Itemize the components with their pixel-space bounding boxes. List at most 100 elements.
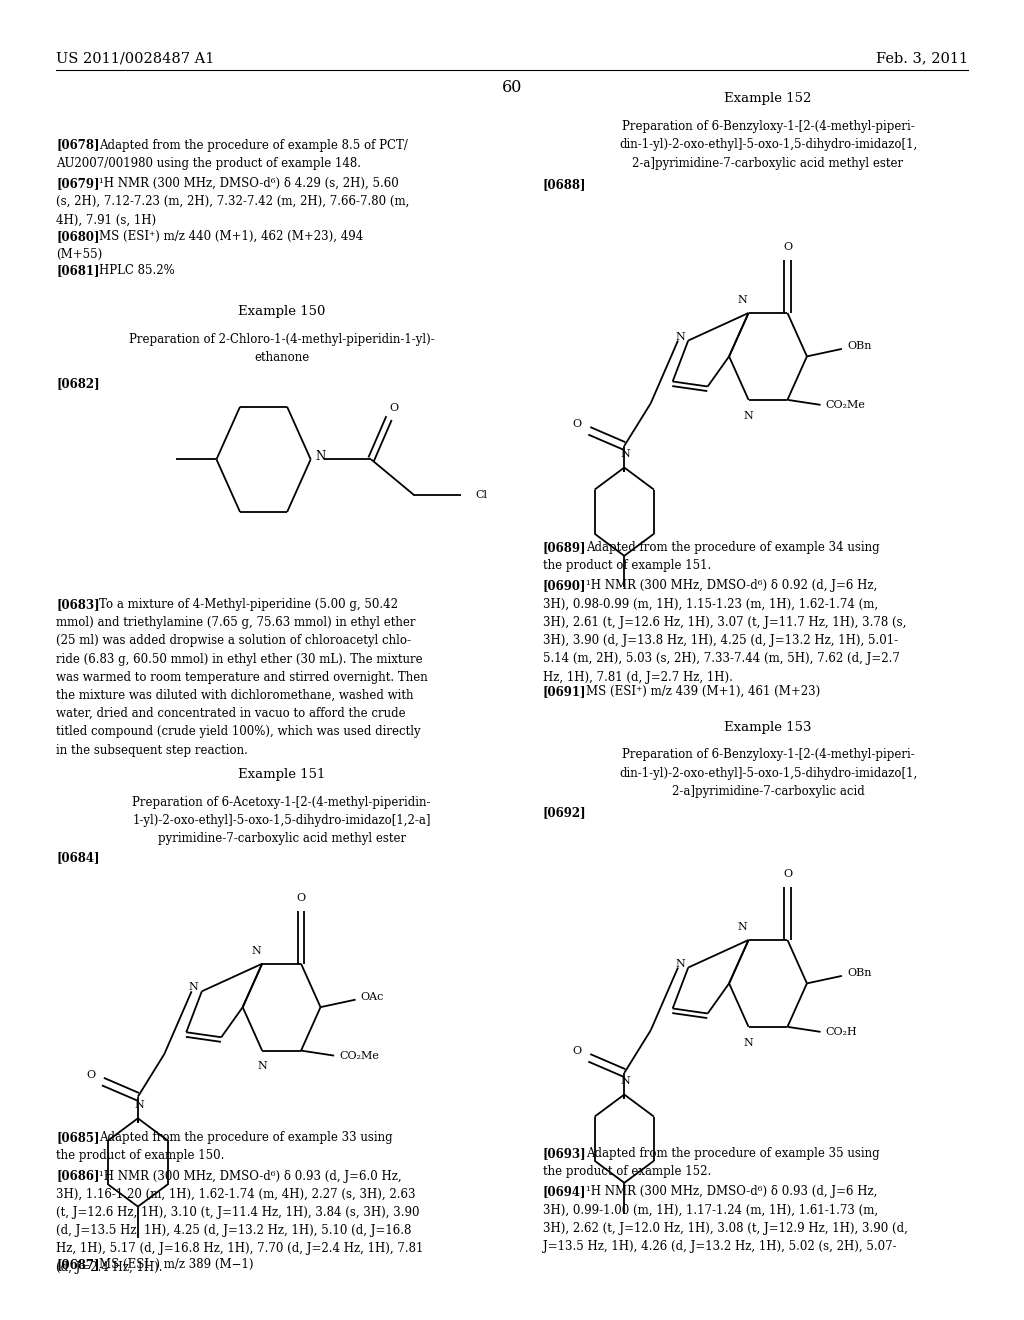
- Text: (t, J=12.6 Hz, 1H), 3.10 (t, J=11.4 Hz, 1H), 3.84 (s, 3H), 3.90: (t, J=12.6 Hz, 1H), 3.10 (t, J=11.4 Hz, …: [56, 1206, 420, 1218]
- Text: was warmed to room temperature and stirred overnight. Then: was warmed to room temperature and stirr…: [56, 671, 428, 684]
- Text: [0681]: [0681]: [56, 264, 99, 277]
- Text: (25 ml) was added dropwise a solution of chloroacetyl chlo-: (25 ml) was added dropwise a solution of…: [56, 635, 412, 647]
- Text: 1-yl)-2-oxo-ethyl]-5-oxo-1,5-dihydro-imidazo[1,2-a]: 1-yl)-2-oxo-ethyl]-5-oxo-1,5-dihydro-imi…: [132, 814, 431, 828]
- Text: O: O: [783, 242, 792, 252]
- Text: Feb. 3, 2011: Feb. 3, 2011: [876, 51, 968, 66]
- Text: O: O: [86, 1071, 95, 1080]
- Text: titled compound (crude yield 100%), which was used directly: titled compound (crude yield 100%), whic…: [56, 726, 421, 738]
- Text: 3H), 1.16-1.20 (m, 1H), 1.62-1.74 (m, 4H), 2.27 (s, 3H), 2.63: 3H), 1.16-1.20 (m, 1H), 1.62-1.74 (m, 4H…: [56, 1188, 416, 1201]
- Text: Example 152: Example 152: [724, 92, 812, 106]
- Text: AU2007/001980 using the product of example 148.: AU2007/001980 using the product of examp…: [56, 157, 361, 170]
- Text: [0685]: [0685]: [56, 1131, 99, 1144]
- Text: [0692]: [0692]: [543, 807, 587, 820]
- Text: ¹H NMR (300 MHz, DMSO-d⁶) δ 0.92 (d, J=6 Hz,: ¹H NMR (300 MHz, DMSO-d⁶) δ 0.92 (d, J=6…: [586, 579, 877, 593]
- Text: O: O: [297, 892, 305, 903]
- Text: (d, J=13.5 Hz, 1H), 4.25 (d, J=13.2 Hz, 1H), 5.10 (d, J=16.8: (d, J=13.5 Hz, 1H), 4.25 (d, J=13.2 Hz, …: [56, 1224, 412, 1237]
- Text: CO₂H: CO₂H: [825, 1027, 857, 1036]
- Text: 3H), 2.61 (t, J=12.6 Hz, 1H), 3.07 (t, J=11.7 Hz, 1H), 3.78 (s,: 3H), 2.61 (t, J=12.6 Hz, 1H), 3.07 (t, J…: [543, 616, 906, 628]
- Text: Example 150: Example 150: [238, 305, 326, 318]
- Text: Preparation of 2-Chloro-1-(4-methyl-piperidin-1-yl)-: Preparation of 2-Chloro-1-(4-methyl-pipe…: [129, 333, 434, 346]
- Text: MS (ESI⁻) m/z 389 (M−1): MS (ESI⁻) m/z 389 (M−1): [99, 1258, 254, 1271]
- Text: [0688]: [0688]: [543, 178, 586, 191]
- Text: CO₂Me: CO₂Me: [825, 400, 865, 409]
- Text: 4H), 7.91 (s, 1H): 4H), 7.91 (s, 1H): [56, 214, 157, 226]
- Text: mmol) and triethylamine (7.65 g, 75.63 mmol) in ethyl ether: mmol) and triethylamine (7.65 g, 75.63 m…: [56, 616, 416, 630]
- Text: the product of example 152.: the product of example 152.: [543, 1166, 711, 1179]
- Text: 2-a]pyrimidine-7-carboxylic acid: 2-a]pyrimidine-7-carboxylic acid: [672, 785, 864, 797]
- Text: pyrimidine-7-carboxylic acid methyl ester: pyrimidine-7-carboxylic acid methyl este…: [158, 833, 406, 845]
- Text: ride (6.83 g, 60.50 mmol) in ethyl ether (30 mL). The mixture: ride (6.83 g, 60.50 mmol) in ethyl ether…: [56, 652, 423, 665]
- Text: [0683]: [0683]: [56, 598, 100, 611]
- Text: 60: 60: [502, 79, 522, 96]
- Text: 3H), 2.62 (t, J=12.0 Hz, 1H), 3.08 (t, J=12.9 Hz, 1H), 3.90 (d,: 3H), 2.62 (t, J=12.0 Hz, 1H), 3.08 (t, J…: [543, 1222, 907, 1234]
- Text: Adapted from the procedure of example 8.5 of PCT/: Adapted from the procedure of example 8.…: [99, 139, 409, 152]
- Text: din-1-yl)-2-oxo-ethyl]-5-oxo-1,5-dihydro-imidazo[1,: din-1-yl)-2-oxo-ethyl]-5-oxo-1,5-dihydro…: [618, 767, 918, 780]
- Text: N: N: [621, 1076, 630, 1086]
- Text: (M+55): (M+55): [56, 248, 102, 261]
- Text: din-1-yl)-2-oxo-ethyl]-5-oxo-1,5-dihydro-imidazo[1,: din-1-yl)-2-oxo-ethyl]-5-oxo-1,5-dihydro…: [618, 139, 918, 152]
- Text: N: N: [257, 1061, 267, 1072]
- Text: N: N: [675, 331, 685, 342]
- Text: [0680]: [0680]: [56, 230, 99, 243]
- Text: To a mixture of 4-Methyl-piperidine (5.00 g, 50.42: To a mixture of 4-Methyl-piperidine (5.0…: [99, 598, 398, 611]
- Text: (d, J=2.4 Hz, 1H).: (d, J=2.4 Hz, 1H).: [56, 1261, 163, 1274]
- Text: 2-a]pyrimidine-7-carboxylic acid methyl ester: 2-a]pyrimidine-7-carboxylic acid methyl …: [633, 157, 903, 169]
- Text: N: N: [134, 1100, 143, 1110]
- Text: O: O: [572, 420, 582, 429]
- Text: ¹H NMR (300 MHz, DMSO-d⁶) δ 0.93 (d, J=6.0 Hz,: ¹H NMR (300 MHz, DMSO-d⁶) δ 0.93 (d, J=6…: [99, 1170, 402, 1183]
- Text: water, dried and concentrated in vacuo to afford the crude: water, dried and concentrated in vacuo t…: [56, 708, 406, 721]
- Text: Preparation of 6-Benzyloxy-1-[2-(4-methyl-piperi-: Preparation of 6-Benzyloxy-1-[2-(4-methy…: [622, 748, 914, 762]
- Text: [0686]: [0686]: [56, 1170, 99, 1183]
- Text: the product of example 150.: the product of example 150.: [56, 1150, 224, 1163]
- Text: Example 153: Example 153: [724, 721, 812, 734]
- Text: N: N: [315, 450, 326, 463]
- Text: OBn: OBn: [847, 969, 871, 978]
- Text: N: N: [737, 921, 748, 932]
- Text: O: O: [572, 1047, 582, 1056]
- Text: 3H), 3.90 (d, J=13.8 Hz, 1H), 4.25 (d, J=13.2 Hz, 1H), 5.01-: 3H), 3.90 (d, J=13.8 Hz, 1H), 4.25 (d, J…: [543, 634, 898, 647]
- Text: OBn: OBn: [847, 342, 871, 351]
- Text: N: N: [737, 294, 748, 305]
- Text: Cl: Cl: [475, 490, 487, 499]
- Text: in the subsequent step reaction.: in the subsequent step reaction.: [56, 743, 248, 756]
- Text: N: N: [251, 945, 261, 956]
- Text: O: O: [389, 403, 398, 413]
- Text: [0690]: [0690]: [543, 579, 586, 593]
- Text: Hz, 1H), 7.81 (d, J=2.7 Hz, 1H).: Hz, 1H), 7.81 (d, J=2.7 Hz, 1H).: [543, 671, 732, 684]
- Text: US 2011/0028487 A1: US 2011/0028487 A1: [56, 51, 215, 66]
- Text: Adapted from the procedure of example 35 using: Adapted from the procedure of example 35…: [586, 1147, 880, 1160]
- Text: ethanone: ethanone: [254, 351, 309, 364]
- Text: Adapted from the procedure of example 33 using: Adapted from the procedure of example 33…: [99, 1131, 393, 1144]
- Text: OAc: OAc: [360, 993, 384, 1002]
- Text: [0679]: [0679]: [56, 177, 99, 190]
- Text: MS (ESI⁺) m/z 440 (M+1), 462 (M+23), 494: MS (ESI⁺) m/z 440 (M+1), 462 (M+23), 494: [99, 230, 364, 243]
- Text: [0694]: [0694]: [543, 1185, 586, 1199]
- Text: N: N: [621, 449, 630, 459]
- Text: Example 151: Example 151: [238, 768, 326, 781]
- Text: N: N: [743, 411, 754, 421]
- Text: 3H), 0.99-1.00 (m, 1H), 1.17-1.24 (m, 1H), 1.61-1.73 (m,: 3H), 0.99-1.00 (m, 1H), 1.17-1.24 (m, 1H…: [543, 1204, 878, 1217]
- Text: ¹H NMR (300 MHz, DMSO-d⁶) δ 4.29 (s, 2H), 5.60: ¹H NMR (300 MHz, DMSO-d⁶) δ 4.29 (s, 2H)…: [99, 177, 399, 190]
- Text: Adapted from the procedure of example 34 using: Adapted from the procedure of example 34…: [586, 541, 880, 554]
- Text: [0687]: [0687]: [56, 1258, 99, 1271]
- Text: HPLC 85.2%: HPLC 85.2%: [99, 264, 175, 277]
- Text: the product of example 151.: the product of example 151.: [543, 560, 711, 573]
- Text: [0684]: [0684]: [56, 851, 99, 865]
- Text: the mixture was diluted with dichloromethane, washed with: the mixture was diluted with dichloromet…: [56, 689, 414, 702]
- Text: N: N: [675, 958, 685, 969]
- Text: N: N: [743, 1038, 754, 1048]
- Text: (s, 2H), 7.12-7.23 (m, 2H), 7.32-7.42 (m, 2H), 7.66-7.80 (m,: (s, 2H), 7.12-7.23 (m, 2H), 7.32-7.42 (m…: [56, 195, 410, 209]
- Text: [0689]: [0689]: [543, 541, 586, 554]
- Text: MS (ESI⁺) m/z 439 (M+1), 461 (M+23): MS (ESI⁺) m/z 439 (M+1), 461 (M+23): [586, 685, 820, 698]
- Text: Hz, 1H), 5.17 (d, J=16.8 Hz, 1H), 7.70 (d, J=2.4 Hz, 1H), 7.81: Hz, 1H), 5.17 (d, J=16.8 Hz, 1H), 7.70 (…: [56, 1242, 424, 1255]
- Text: 3H), 0.98-0.99 (m, 1H), 1.15-1.23 (m, 1H), 1.62-1.74 (m,: 3H), 0.98-0.99 (m, 1H), 1.15-1.23 (m, 1H…: [543, 598, 878, 611]
- Text: [0691]: [0691]: [543, 685, 586, 698]
- Text: 5.14 (m, 2H), 5.03 (s, 2H), 7.33-7.44 (m, 5H), 7.62 (d, J=2.7: 5.14 (m, 2H), 5.03 (s, 2H), 7.33-7.44 (m…: [543, 652, 900, 665]
- Text: N: N: [188, 982, 199, 993]
- Text: [0693]: [0693]: [543, 1147, 587, 1160]
- Text: ¹H NMR (300 MHz, DMSO-d⁶) δ 0.93 (d, J=6 Hz,: ¹H NMR (300 MHz, DMSO-d⁶) δ 0.93 (d, J=6…: [586, 1185, 878, 1199]
- Text: CO₂Me: CO₂Me: [339, 1051, 379, 1060]
- Text: J=13.5 Hz, 1H), 4.26 (d, J=13.2 Hz, 1H), 5.02 (s, 2H), 5.07-: J=13.5 Hz, 1H), 4.26 (d, J=13.2 Hz, 1H),…: [543, 1239, 896, 1253]
- Text: O: O: [783, 869, 792, 879]
- Text: [0678]: [0678]: [56, 139, 99, 152]
